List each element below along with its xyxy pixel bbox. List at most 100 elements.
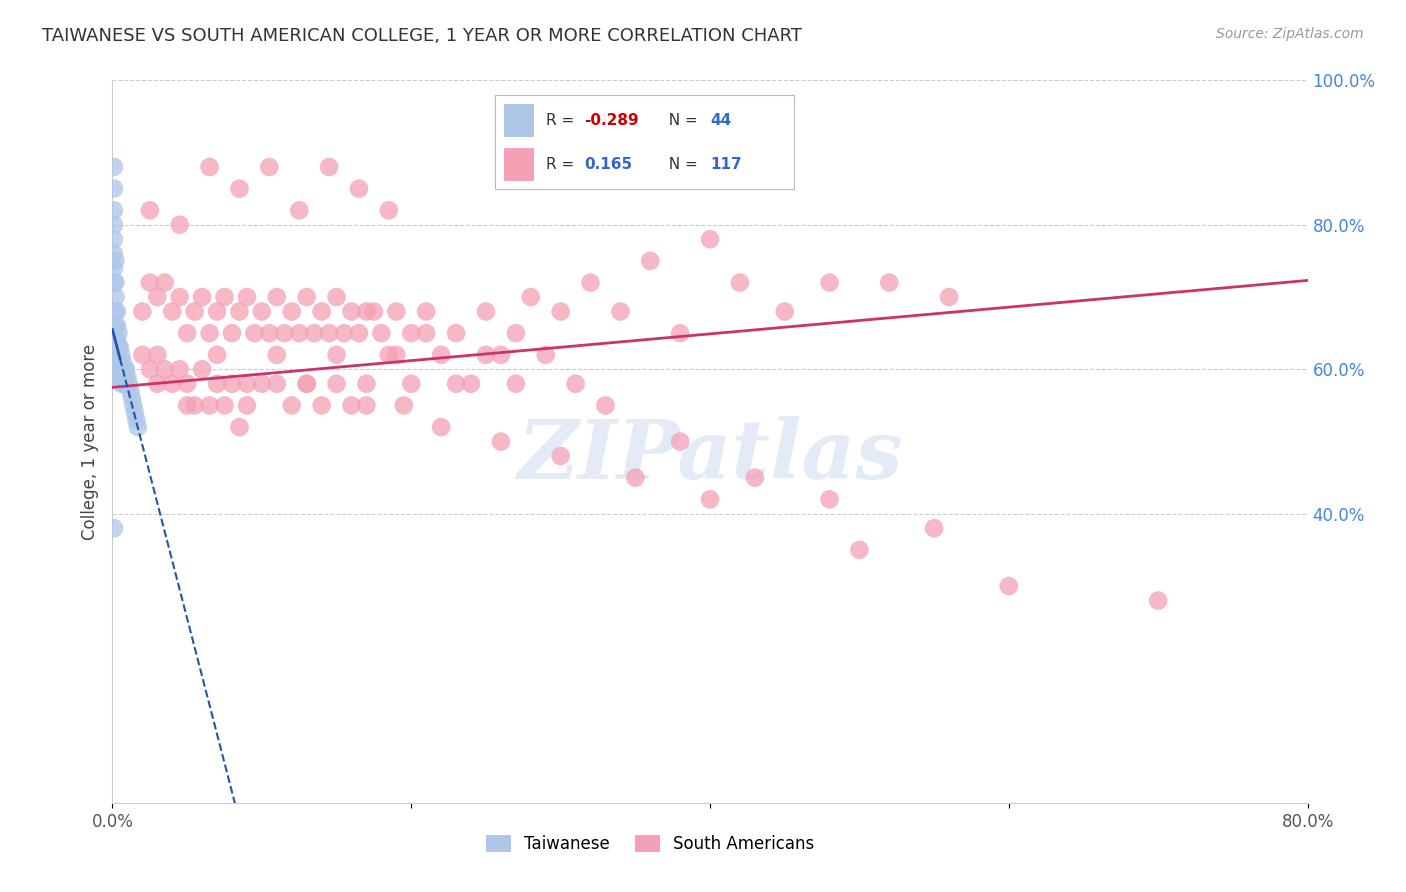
- Point: [699, 232, 721, 246]
- Point: [176, 326, 198, 340]
- Point: [520, 290, 543, 304]
- Point: [111, 369, 134, 384]
- Point: [228, 420, 250, 434]
- Point: [922, 521, 945, 535]
- Point: [198, 326, 221, 340]
- Point: [356, 304, 378, 318]
- Point: [110, 376, 132, 391]
- Point: [108, 369, 131, 384]
- Point: [378, 203, 401, 218]
- Point: [325, 376, 347, 391]
- Point: [288, 203, 311, 218]
- Text: TAIWANESE VS SOUTH AMERICAN COLLEGE, 1 YEAR OR MORE CORRELATION CHART: TAIWANESE VS SOUTH AMERICAN COLLEGE, 1 Y…: [42, 27, 803, 45]
- Point: [311, 304, 333, 318]
- Point: [139, 276, 162, 290]
- Point: [103, 246, 125, 260]
- Point: [818, 492, 841, 507]
- Point: [125, 413, 148, 427]
- Point: [273, 326, 295, 340]
- Point: [105, 318, 128, 333]
- Point: [595, 398, 617, 412]
- Point: [325, 290, 347, 304]
- Point: [640, 253, 662, 268]
- Point: [430, 420, 453, 434]
- Point: [103, 182, 125, 196]
- Point: [243, 326, 266, 340]
- Point: [489, 348, 512, 362]
- Point: [162, 304, 183, 318]
- Point: [318, 160, 340, 174]
- Point: [879, 276, 901, 290]
- Point: [104, 318, 127, 333]
- Point: [205, 348, 228, 362]
- Point: [214, 398, 236, 412]
- Point: [415, 326, 437, 340]
- Text: Source: ZipAtlas.com: Source: ZipAtlas.com: [1216, 27, 1364, 41]
- Point: [489, 434, 512, 449]
- Point: [103, 276, 125, 290]
- Point: [169, 218, 191, 232]
- Point: [139, 362, 162, 376]
- Point: [107, 369, 129, 384]
- Point: [378, 348, 401, 362]
- Point: [281, 398, 304, 412]
- Point: [104, 276, 127, 290]
- Point: [120, 384, 142, 398]
- Point: [221, 326, 243, 340]
- Point: [259, 326, 281, 340]
- Point: [103, 521, 125, 535]
- Point: [124, 406, 146, 420]
- Point: [340, 304, 363, 318]
- Point: [214, 290, 236, 304]
- Point: [105, 348, 128, 362]
- Point: [848, 542, 870, 557]
- Text: ZIPatlas: ZIPatlas: [517, 416, 903, 496]
- Point: [564, 376, 586, 391]
- Point: [107, 355, 129, 369]
- Point: [162, 376, 183, 391]
- Point: [370, 326, 392, 340]
- Point: [415, 304, 437, 318]
- Point: [250, 304, 273, 318]
- Point: [392, 398, 415, 412]
- Point: [105, 334, 128, 348]
- Point: [311, 398, 333, 412]
- Point: [127, 420, 149, 434]
- Point: [347, 326, 370, 340]
- Y-axis label: College, 1 year or more: College, 1 year or more: [80, 343, 98, 540]
- Point: [115, 376, 138, 391]
- Point: [117, 369, 139, 384]
- Point: [122, 398, 145, 412]
- Point: [110, 348, 132, 362]
- Point: [669, 434, 692, 449]
- Point: [176, 398, 198, 412]
- Point: [131, 304, 153, 318]
- Point: [198, 398, 221, 412]
- Point: [295, 376, 318, 391]
- Point: [105, 304, 128, 318]
- Point: [401, 326, 423, 340]
- Point: [176, 376, 198, 391]
- Point: [302, 326, 325, 340]
- Point: [191, 362, 214, 376]
- Point: [266, 290, 288, 304]
- Point: [169, 290, 191, 304]
- Point: [728, 276, 751, 290]
- Point: [191, 290, 214, 304]
- Point: [534, 348, 557, 362]
- Point: [669, 326, 692, 340]
- Point: [153, 362, 176, 376]
- Point: [104, 334, 127, 348]
- Point: [169, 362, 191, 376]
- Point: [288, 326, 311, 340]
- Point: [385, 304, 408, 318]
- Point: [356, 376, 378, 391]
- Point: [266, 376, 288, 391]
- Point: [118, 376, 141, 391]
- Point: [624, 470, 647, 484]
- Point: [131, 348, 153, 362]
- Point: [104, 253, 127, 268]
- Point: [281, 304, 304, 318]
- Point: [295, 290, 318, 304]
- Legend: Taiwanese, South Americans: Taiwanese, South Americans: [479, 828, 821, 860]
